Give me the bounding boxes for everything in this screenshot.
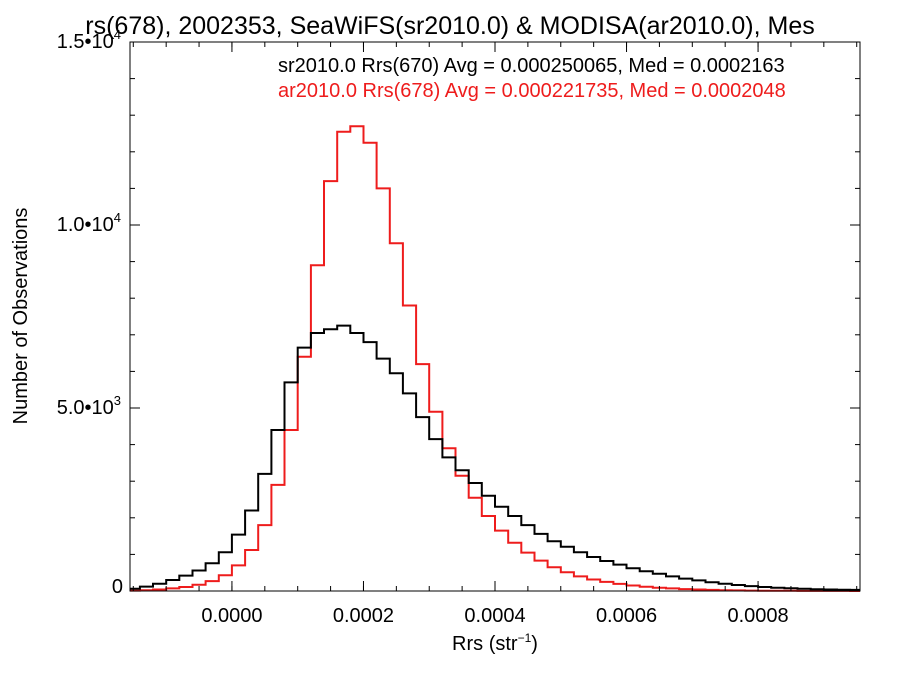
- x-tick-label: 0.0002: [333, 605, 394, 627]
- series-layer: [130, 125, 860, 592]
- x-axis-label-superscript: −1: [518, 631, 532, 645]
- x-axis-label-tail: ): [531, 633, 538, 655]
- x-axis-label: Rrs (str−1): [452, 631, 538, 655]
- y-tick-label: 1.5•104: [57, 27, 121, 53]
- series-line-0: [130, 324, 860, 591]
- y-tick-label: 5.0•103: [57, 393, 121, 419]
- plot-frame: [129, 41, 861, 592]
- x-tick-label: 0.0004: [464, 605, 525, 627]
- y-tick-label: 1.0•104: [57, 210, 121, 236]
- x-tick-label: 0.0008: [727, 605, 788, 627]
- chart-title: rs(678), 2002353, SeaWiFS(sr2010.0) & MO…: [85, 12, 814, 40]
- tick-layer: 0.0000 0.0002 0.0004 0.0006 0.0008 0 5.0•103 1.…: [57, 27, 860, 627]
- x-tick-label: 0.0000: [201, 605, 262, 627]
- series-line-1: [130, 125, 860, 592]
- legend-entry-ar2010: ar2010.0 Rrs(678) Avg = 0.000221735, Med…: [278, 80, 786, 102]
- legend-entry-sr2010: sr2010.0 Rrs(670) Avg = 0.000250065, Med…: [278, 55, 785, 77]
- y-axis-label: Number of Observations: [10, 208, 32, 425]
- x-axis-label-text: Rrs (str: [452, 633, 518, 655]
- x-tick-label: 0.0006: [596, 605, 657, 627]
- y-tick-label: 0: [112, 576, 123, 598]
